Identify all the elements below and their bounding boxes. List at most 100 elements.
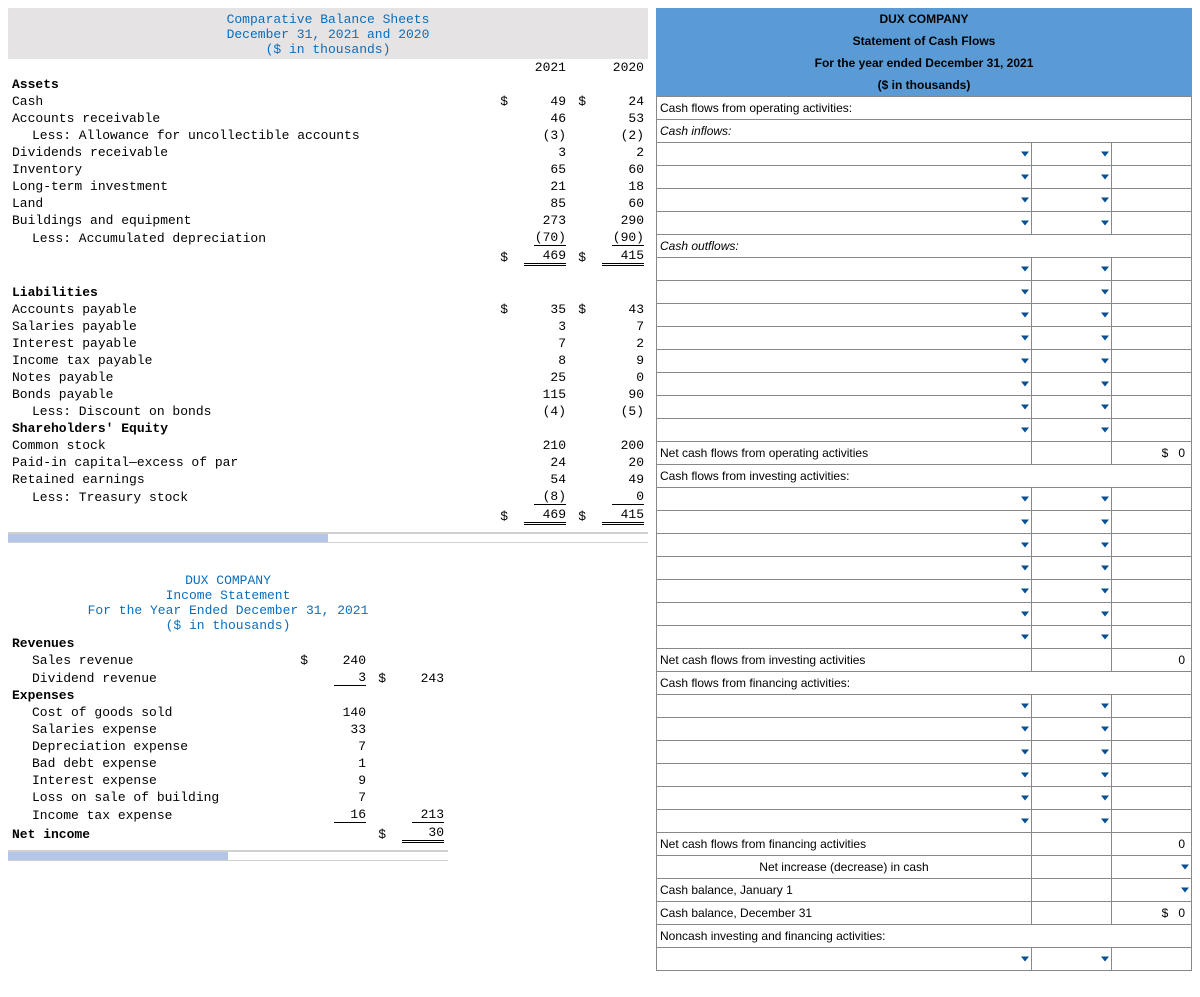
- bs-row-v2: 43: [590, 301, 648, 318]
- cf-dropdown[interactable]: [657, 718, 1032, 741]
- cf-dropdown[interactable]: [657, 258, 1032, 281]
- cf-amount-input[interactable]: [1032, 373, 1112, 396]
- cf-amount-input[interactable]: [1032, 580, 1112, 603]
- bs-row-label: Salaries payable: [8, 318, 492, 335]
- scroll-strip[interactable]: [8, 532, 648, 543]
- cf-dropdown[interactable]: [657, 396, 1032, 419]
- cf-amount-input[interactable]: [1032, 603, 1112, 626]
- bs-row-v1: 7: [512, 335, 570, 352]
- bs-row-v2: 90: [590, 386, 648, 403]
- bs-row-v1: 65: [512, 161, 570, 178]
- net-income-label: Net income: [8, 824, 292, 844]
- cf-amount-input[interactable]: [1032, 281, 1112, 304]
- bs-row-label: Accounts payable: [8, 301, 492, 318]
- bs-row-v2: 53: [590, 110, 648, 127]
- is-row-label: Depreciation expense: [8, 738, 292, 755]
- cf-dropdown[interactable]: [657, 212, 1032, 235]
- bs-row-v1: 210: [512, 437, 570, 454]
- is-row-v: 3: [312, 669, 370, 687]
- cf-amount-input[interactable]: [1032, 327, 1112, 350]
- bs-row-v1: 49: [512, 93, 570, 110]
- bs-row-v2: 49: [590, 471, 648, 488]
- cf-amount-input[interactable]: [1112, 856, 1192, 879]
- cf-amount-input[interactable]: [1032, 143, 1112, 166]
- cf-dropdown[interactable]: [657, 327, 1032, 350]
- cf-label: Noncash investing and financing activiti…: [657, 925, 1192, 948]
- cf-amount-input[interactable]: [1032, 718, 1112, 741]
- cf-dropdown[interactable]: [657, 373, 1032, 396]
- col-2020: 2020: [590, 59, 648, 76]
- cf-dropdown[interactable]: [657, 534, 1032, 557]
- is-row-total: [390, 789, 448, 806]
- is-row-v: 16: [312, 806, 370, 824]
- bs-row-label: Buildings and equipment: [8, 212, 492, 229]
- cf-dropdown[interactable]: [657, 580, 1032, 603]
- is-row-label: Cost of goods sold: [8, 704, 292, 721]
- cf-amount-input[interactable]: [1032, 764, 1112, 787]
- balance-sheet: Comparative Balance Sheets December 31, …: [8, 8, 648, 543]
- cf-amount-input[interactable]: [1032, 189, 1112, 212]
- cf-amount-input[interactable]: [1032, 626, 1112, 649]
- cf-dropdown[interactable]: [657, 281, 1032, 304]
- bs-row-label: Bonds payable: [8, 386, 492, 403]
- cf-total-label: Net cash flows from financing activities: [657, 833, 1032, 856]
- bs-row-v1: 35: [512, 301, 570, 318]
- cf-dropdown[interactable]: [657, 143, 1032, 166]
- cf-amount-input[interactable]: [1032, 350, 1112, 373]
- is-row-total: [390, 738, 448, 755]
- bs-row-label: Land: [8, 195, 492, 212]
- cf-dropdown[interactable]: [657, 189, 1032, 212]
- cf-dropdown[interactable]: [657, 787, 1032, 810]
- cf-label: Cash flows from financing activities:: [657, 672, 1192, 695]
- cf-dropdown[interactable]: [657, 488, 1032, 511]
- cf-dropdown[interactable]: [657, 626, 1032, 649]
- cf-amount-input[interactable]: [1032, 488, 1112, 511]
- cf-amount-input[interactable]: [1032, 534, 1112, 557]
- cf-amount-input[interactable]: [1032, 511, 1112, 534]
- cf-dropdown[interactable]: [657, 764, 1032, 787]
- cf-amount-input[interactable]: [1032, 948, 1112, 971]
- cf-h3: For the year ended December 31, 2021: [656, 52, 1192, 74]
- is-row-total: [390, 721, 448, 738]
- cf-table: Cash flows from operating activities:Cas…: [656, 96, 1192, 971]
- bs-row-v1: 3: [512, 144, 570, 161]
- scroll-strip-2[interactable]: [8, 850, 448, 861]
- cf-dropdown[interactable]: [657, 166, 1032, 189]
- is-row-v: 140: [312, 704, 370, 721]
- cf-dropdown[interactable]: [657, 350, 1032, 373]
- cf-dropdown[interactable]: [657, 810, 1032, 833]
- cf-amount-input[interactable]: [1032, 212, 1112, 235]
- cf-amount-input[interactable]: [1032, 258, 1112, 281]
- cf-amount-input[interactable]: [1112, 879, 1192, 902]
- rev-heading: Revenues: [8, 635, 292, 652]
- cf-amount-input[interactable]: [1032, 166, 1112, 189]
- cf-dropdown[interactable]: [657, 603, 1032, 626]
- bs-row-v1: 46: [512, 110, 570, 127]
- cf-dropdown[interactable]: [657, 741, 1032, 764]
- cf-amount-input[interactable]: [1032, 810, 1112, 833]
- bs-row-v2: 60: [590, 161, 648, 178]
- is-row-label: Salaries expense: [8, 721, 292, 738]
- cf-dropdown[interactable]: [657, 419, 1032, 442]
- bs-table: 2021 2020 Assets Cash$49$24Accounts rece…: [8, 59, 648, 526]
- bs-row-v1: (70): [512, 229, 570, 247]
- is-row-v: 9: [312, 772, 370, 789]
- cf-amount-input[interactable]: [1032, 787, 1112, 810]
- cf-amount-input[interactable]: [1032, 741, 1112, 764]
- bs-row-v1: 273: [512, 212, 570, 229]
- cf-amount-input[interactable]: [1032, 557, 1112, 580]
- cf-dropdown[interactable]: [657, 511, 1032, 534]
- cf-amount-input[interactable]: [1032, 695, 1112, 718]
- cf-amount-input[interactable]: [1032, 304, 1112, 327]
- is-row-total: [390, 755, 448, 772]
- cf-dropdown[interactable]: [657, 557, 1032, 580]
- cf-label: Cash outflows:: [657, 235, 1192, 258]
- cf-dropdown[interactable]: [657, 695, 1032, 718]
- cf-dropdown[interactable]: [657, 304, 1032, 327]
- bs-row-label: Less: Discount on bonds: [8, 403, 492, 420]
- bs-row-label: Inventory: [8, 161, 492, 178]
- cf-total-label: Cash balance, December 31: [657, 902, 1032, 925]
- cf-dropdown[interactable]: [657, 948, 1032, 971]
- cf-amount-input[interactable]: [1032, 396, 1112, 419]
- cf-amount-input[interactable]: [1032, 419, 1112, 442]
